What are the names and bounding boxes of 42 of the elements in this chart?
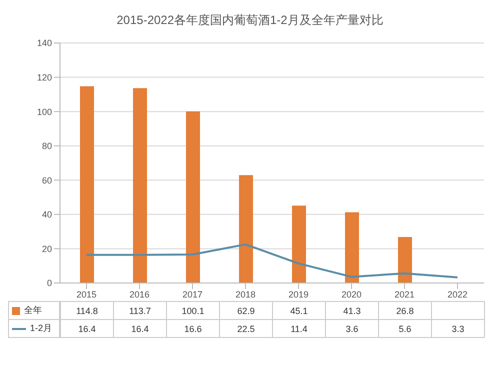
y-tick-label: 120: [36, 72, 52, 82]
data-label: 100.1: [182, 306, 204, 316]
x-tick-label: 2015: [76, 289, 97, 300]
data-label: 22.5: [237, 324, 255, 334]
data-label: 3.3: [452, 324, 464, 334]
bar: [292, 206, 306, 283]
bar: [345, 212, 359, 283]
y-tick-label: 80: [42, 141, 52, 152]
y-tick-label: 40: [42, 210, 52, 220]
data-label: 45.1: [290, 306, 308, 316]
chart-title: 2015-2022各年度国内葡萄酒1-2月及全年产量对比: [116, 12, 384, 29]
x-tick-label: 2018: [235, 289, 256, 300]
data-label: 113.7: [129, 306, 151, 316]
legend-key: 全年: [11, 304, 42, 317]
y-tick-label: 100: [36, 106, 52, 117]
x-tick-label: 2020: [341, 289, 362, 300]
legend-key: 1-2月: [11, 322, 52, 335]
line-series: [86, 243, 458, 278]
data-label: 41.3: [343, 306, 361, 316]
bar: [398, 237, 412, 283]
bar: [80, 86, 94, 283]
bar: [186, 111, 200, 283]
data-label: 3.6: [346, 324, 358, 334]
x-tick-label: 2017: [182, 289, 203, 300]
y-tick-label: 0: [46, 278, 52, 288]
x-tick-label: 2016: [129, 289, 150, 300]
x-tick-label: 2022: [447, 289, 468, 300]
data-label: 114.8: [76, 306, 98, 316]
y-tick-label: 140: [36, 38, 52, 48]
y-tick-label: 60: [42, 175, 52, 186]
x-tick-label: 2019: [288, 289, 309, 300]
x-tick-label: 2021: [394, 289, 415, 300]
data-label: 11.4: [290, 324, 308, 334]
data-label: 26.8: [396, 306, 414, 316]
data-label: 5.6: [398, 324, 412, 334]
data-label: 16.4: [131, 324, 149, 334]
bar: [133, 88, 147, 283]
y-tick-label: 20: [42, 244, 52, 254]
data-label: 62.9: [237, 306, 255, 316]
data-label: 16.6: [184, 324, 202, 334]
data-label: 16.4: [78, 324, 96, 334]
bar: [239, 175, 253, 283]
